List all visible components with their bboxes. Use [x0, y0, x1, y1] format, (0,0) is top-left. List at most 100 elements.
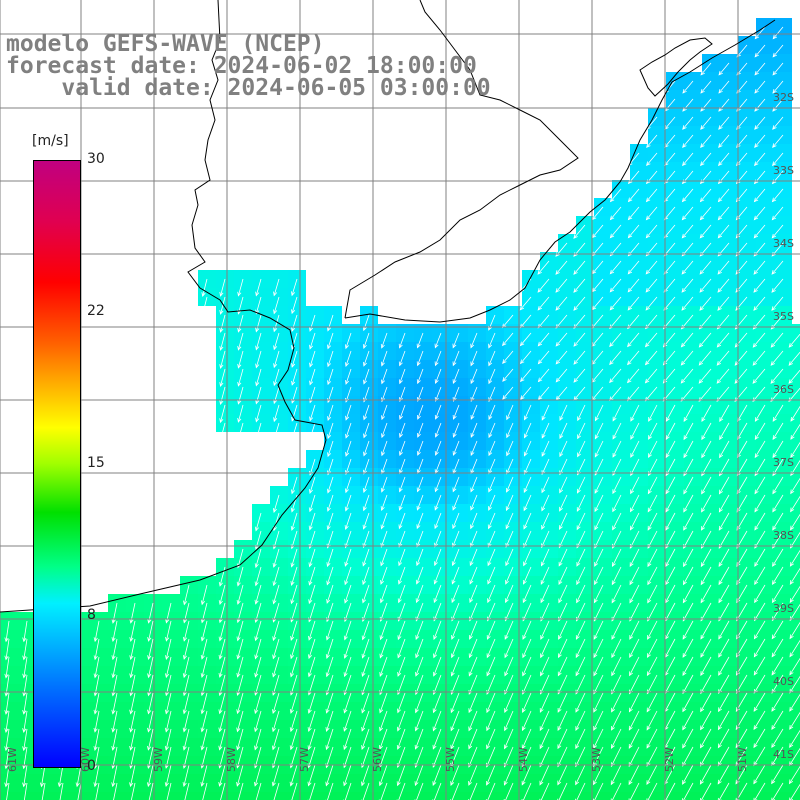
wind-arrow: [308, 494, 316, 513]
wind-arrow: [609, 278, 622, 293]
wind-arrow: [378, 782, 388, 800]
wind-arrow: [771, 260, 784, 275]
wind-arrow: [414, 692, 424, 714]
wind-arrow: [700, 152, 712, 167]
wind-arrow: [609, 332, 622, 348]
wind-arrow: [271, 764, 280, 787]
wind-arrow: [361, 692, 370, 714]
wind-arrow: [470, 386, 478, 402]
wind-arrow: [307, 656, 316, 678]
wind-arrow: [183, 584, 190, 606]
wind-arrow: [219, 314, 226, 333]
wind-arrow: [594, 476, 604, 494]
wind-cell: [576, 792, 594, 800]
wind-arrow: [611, 566, 622, 586]
wind-arrow: [219, 296, 226, 315]
wind-arrow: [470, 368, 478, 385]
wind-arrow: [343, 764, 352, 787]
wind-arrow: [754, 494, 766, 513]
wind-arrow: [519, 296, 532, 311]
wind-arrow: [770, 368, 784, 384]
wind-arrow: [665, 476, 676, 495]
wind-arrow: [701, 512, 712, 531]
wind-arrow: [537, 350, 550, 365]
wind-arrow: [559, 404, 568, 421]
wind-arrow: [327, 350, 334, 368]
wind-arrow: [4, 710, 10, 733]
wind-arrow: [559, 440, 568, 458]
wind-arrow: [398, 332, 406, 349]
wind-arrow: [434, 494, 442, 511]
wind-cell: [738, 792, 756, 800]
wind-arrow: [700, 80, 712, 94]
wind-arrow: [682, 620, 694, 640]
wind-arrow: [611, 656, 622, 677]
wind-arrow: [557, 764, 568, 786]
wind-arrow: [753, 278, 766, 293]
wind-arrow: [485, 764, 496, 786]
wind-arrow: [398, 566, 406, 585]
wind-arrow: [255, 296, 262, 315]
wind-arrow: [718, 620, 730, 640]
wind-arrow: [416, 386, 424, 402]
wind-arrow: [397, 656, 406, 677]
wind-arrow: [700, 548, 712, 568]
wind-arrow: [559, 422, 568, 440]
wind-arrow: [361, 656, 370, 678]
wind-arrow: [237, 782, 244, 800]
wind-arrow: [558, 584, 568, 604]
wind-arrow: [399, 404, 406, 420]
wind-cell: [0, 792, 18, 800]
wind-arrow: [272, 692, 280, 715]
wind-arrow: [451, 566, 460, 585]
wind-cell: [792, 378, 800, 396]
wind-arrow: [237, 368, 244, 387]
wind-arrow: [380, 566, 388, 585]
wind-cell: [270, 792, 288, 800]
wind-arrow: [468, 764, 478, 786]
wind-arrow: [790, 513, 800, 531]
wind-arrow: [719, 440, 730, 459]
wind-arrow: [537, 278, 550, 293]
wind-arrow: [698, 350, 712, 366]
wind-cell: [792, 702, 800, 720]
wind-cell: [792, 342, 800, 360]
wind-arrow: [4, 656, 10, 679]
wind-arrow: [680, 332, 694, 348]
wind-arrow: [129, 728, 136, 751]
wind-arrow: [772, 566, 784, 585]
wind-arrow: [754, 566, 766, 586]
wind-arrow: [486, 710, 496, 732]
wind-arrow: [753, 764, 766, 785]
wind-arrow: [772, 476, 784, 495]
wind-arrow: [165, 638, 172, 660]
wind-arrow: [93, 764, 100, 788]
wind-arrow: [433, 620, 442, 640]
wind-arrow: [201, 278, 208, 297]
wind-arrow: [540, 566, 550, 585]
wind-arrow: [790, 441, 800, 458]
wind-arrow: [521, 728, 532, 750]
wind-arrow: [504, 656, 514, 677]
wind-arrow: [701, 494, 712, 513]
wind-arrow: [594, 566, 604, 586]
wind-arrow: [326, 584, 334, 604]
wind-arrow: [488, 368, 496, 385]
wind-arrow: [254, 548, 262, 569]
wind-arrow: [218, 638, 226, 660]
wind-arrow: [719, 422, 730, 441]
wind-arrow: [698, 332, 712, 348]
wind-arrow: [273, 278, 280, 297]
wind-arrow: [433, 638, 442, 659]
wind-arrow: [398, 368, 406, 385]
wind-arrow: [752, 332, 766, 348]
wind-arrow: [573, 260, 586, 275]
wind-arrow: [253, 764, 262, 787]
wind-arrow: [254, 620, 262, 642]
wind-arrow: [628, 728, 640, 749]
wind-arrow: [57, 764, 64, 788]
wind-arrow: [521, 692, 532, 713]
wind-cell: [756, 792, 774, 800]
wind-arrow: [630, 440, 640, 458]
wind-arrow: [505, 548, 514, 567]
